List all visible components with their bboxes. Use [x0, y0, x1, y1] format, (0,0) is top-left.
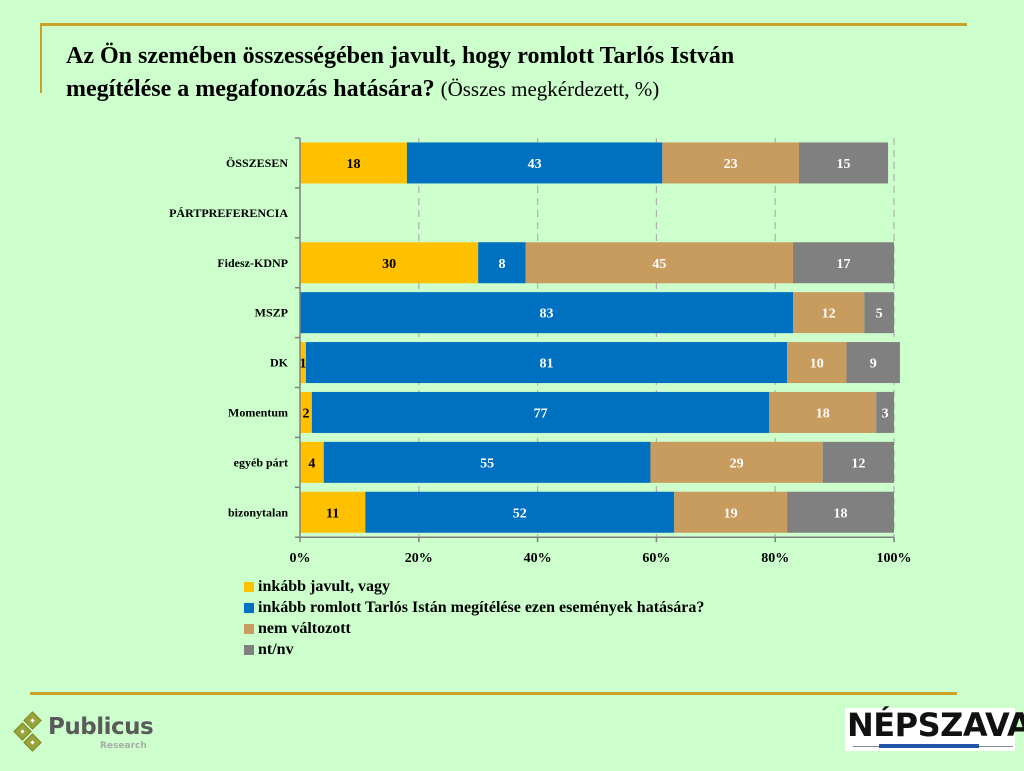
- title-rule-left: [40, 23, 42, 93]
- bar-segment: [876, 391, 894, 433]
- title-suffix: (Összes megkérdezett, %): [440, 77, 660, 101]
- data-label: 18: [816, 406, 830, 421]
- legend-label: nem változott: [258, 620, 351, 637]
- bar-segment: [525, 242, 794, 284]
- data-label: 45: [652, 257, 666, 272]
- data-label: 12: [851, 456, 865, 471]
- bar-segment: [650, 441, 823, 483]
- bar-segment: [365, 491, 675, 533]
- data-label: 18: [834, 506, 848, 521]
- logo-name: Publicus: [48, 714, 154, 740]
- bar-segment: [300, 142, 407, 184]
- page-title: Az Ön szemében összességében javult, hog…: [66, 40, 966, 106]
- bar-segment: [311, 391, 770, 433]
- title-line-1: Az Ön szemében összességében javult, hog…: [66, 43, 735, 69]
- legend-swatch: [244, 581, 254, 592]
- legend-item: nem változott: [244, 618, 704, 639]
- x-tick-label: 40%: [524, 551, 552, 566]
- bar-segment: [846, 342, 900, 384]
- bar-segment: [864, 292, 894, 334]
- logo-subtitle: Research: [100, 741, 147, 751]
- bar-segment: [793, 242, 894, 284]
- data-label: 29: [730, 456, 744, 471]
- data-label: 83: [540, 307, 554, 322]
- bar-segment: [305, 342, 788, 384]
- bar-segment: [822, 441, 894, 483]
- bar-segment: [300, 491, 366, 533]
- data-label: 30: [382, 257, 396, 272]
- legend-item: inkább romlott Tarlós Istán megítélése e…: [244, 597, 704, 618]
- category-label: Momentum: [228, 405, 288, 419]
- data-label: 17: [837, 257, 851, 272]
- bar-segment: [674, 491, 788, 533]
- data-label: 18: [346, 157, 360, 172]
- legend-label: nt/nv: [258, 641, 294, 658]
- bar-segment: [787, 491, 894, 533]
- legend-item: nt/nv: [244, 639, 704, 660]
- bar-segment: [769, 391, 877, 433]
- bar-segment: [300, 391, 312, 433]
- legend-swatch: [244, 623, 254, 634]
- category-label: ÖSSZESEN: [226, 156, 288, 170]
- bar-segment: [300, 292, 794, 334]
- footer-rule: [30, 692, 957, 695]
- bar-segment: [300, 441, 324, 483]
- bar-segment: [798, 142, 889, 184]
- bar-segment: [300, 342, 306, 384]
- bar-segment: [793, 292, 865, 334]
- x-tick-label: 20%: [405, 551, 433, 566]
- legend-label: inkább romlott Tarlós Istán megítélése e…: [258, 599, 705, 616]
- category-label: Fidesz-KDNP: [217, 256, 288, 270]
- data-label: 11: [326, 506, 339, 521]
- category-label: MSZP: [255, 306, 288, 320]
- title-line-2: megítélése a megafonozás hatására?: [66, 76, 435, 102]
- x-tick-label: 60%: [642, 551, 670, 566]
- x-tick-label: 80%: [761, 551, 789, 566]
- x-tick-label: 0%: [290, 551, 311, 566]
- data-label: 55: [480, 456, 494, 471]
- publicus-logo: Publicus Research: [13, 711, 164, 757]
- nepszava-logo: NÉPSZAVA: [845, 706, 1024, 751]
- legend-swatch: [244, 602, 254, 613]
- bar-segment: [662, 142, 799, 184]
- data-label: 52: [513, 506, 527, 521]
- nepszava-tagline-bar: [879, 744, 979, 748]
- data-label: 12: [822, 307, 836, 322]
- title-rule-top: [40, 23, 967, 26]
- data-label: 3: [882, 406, 889, 421]
- data-label: 1: [299, 357, 306, 372]
- category-label: PÁRTPREFERENCIA: [169, 206, 288, 220]
- bar-segment: [478, 242, 526, 284]
- bar-segment: [787, 342, 847, 384]
- data-label: 10: [810, 357, 824, 372]
- category-label: DK: [270, 356, 289, 370]
- data-label: 23: [724, 157, 738, 172]
- data-label: 5: [876, 307, 883, 322]
- data-label: 43: [528, 157, 542, 172]
- legend-item: inkább javult, vagy: [244, 576, 704, 597]
- data-label: 9: [870, 357, 877, 372]
- bar-segment: [300, 242, 479, 284]
- category-label: egyéb párt: [234, 455, 288, 469]
- chart-legend: inkább javult, vagy inkább romlott Tarlós…: [244, 576, 704, 660]
- data-label: 4: [308, 456, 315, 471]
- data-label: 77: [534, 406, 548, 421]
- data-label: 15: [837, 157, 851, 172]
- bar-segment: [406, 142, 663, 184]
- nepszava-wordmark: NÉPSZAVA: [847, 706, 1024, 744]
- category-label: bizonytalan: [228, 505, 288, 519]
- data-label: 19: [724, 506, 738, 521]
- legend-swatch: [244, 644, 254, 655]
- legend-label: inkább javult, vagy: [258, 578, 391, 595]
- data-label: 8: [498, 257, 505, 272]
- data-label: 2: [302, 406, 309, 421]
- data-label: 81: [540, 357, 554, 372]
- x-tick-label: 100%: [877, 551, 912, 566]
- bar-segment: [323, 441, 651, 483]
